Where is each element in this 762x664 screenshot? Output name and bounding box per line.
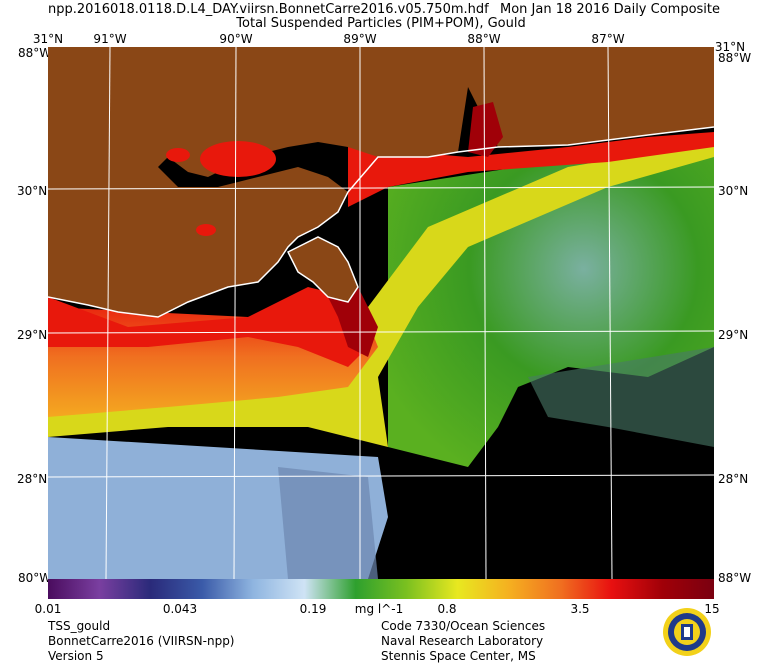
date-label: Mon Jan 18 2016 Daily Composite (500, 2, 721, 17)
filename-label: npp.2016018.0118.D.L4_DAY.viirsn.BonnetC… (48, 2, 489, 17)
coastline (48, 126, 714, 318)
tss-map[interactable] (48, 47, 714, 579)
lat-label-29-right: 29°N (718, 328, 749, 342)
lat-label-29-left: 29°N (17, 328, 48, 342)
red-water-nearshore (48, 287, 368, 367)
colorbar-tick-15: 15 (704, 602, 720, 616)
green-water-speckle (528, 347, 714, 447)
colorbar-tick-0.01: 0.01 (34, 602, 62, 616)
colorbar-tick-3.5: 3.5 (570, 602, 590, 616)
mobile-bay (468, 102, 503, 157)
clear-water-speckle (278, 467, 378, 579)
corner-label-bottom-right: 88°W (718, 571, 752, 585)
graticule (48, 47, 714, 579)
lake-pontchartrain (200, 141, 276, 177)
product-title: Total Suspended Particles (PIM+POM), Gou… (236, 16, 526, 31)
footer-location: Stennis Space Center, MS (381, 649, 536, 663)
lat-label-28-right: 28°N (718, 472, 749, 486)
delta-coastline (286, 236, 359, 303)
colorbar-units: mg l^-1 (354, 602, 404, 616)
corner-label-top-right: 88°W (718, 51, 752, 65)
footer-version: Version 5 (48, 649, 104, 663)
corner-label-bottom-left: 80°W (18, 571, 52, 585)
footer-code: Code 7330/Ocean Sciences (381, 619, 546, 633)
lon-label-91: 91°W (93, 32, 127, 46)
lake-small (196, 224, 216, 236)
lon-label-90: 90°W (219, 32, 253, 46)
colorbar-tick-0.8: 0.8 (437, 602, 457, 616)
lat-label-31-top-left: 31°N (32, 32, 64, 46)
lon-label-89: 89°W (343, 32, 377, 46)
lake-maurepas (166, 148, 190, 162)
delta-land (288, 237, 358, 302)
lon-label-88: 88°W (467, 32, 501, 46)
colorbar-tick-0.19: 0.19 (299, 602, 327, 616)
lon-label-87: 87°W (591, 32, 625, 46)
land (48, 47, 714, 317)
lat-label-31-top-right: 31°N (714, 40, 746, 54)
footer-region: BonnetCarre2016 (VIIRSN-npp) (48, 634, 235, 648)
lat-label-28-left: 28°N (17, 472, 48, 486)
colorbar (48, 579, 714, 599)
corner-label-top-left: 88°W (18, 46, 52, 60)
nrl-seal-logo (663, 608, 711, 656)
lat-label-30-right: 30°N (718, 184, 749, 198)
footer-lab: Naval Research Laboratory (381, 634, 544, 648)
colorbar-tick-0.043: 0.043 (162, 602, 198, 616)
lat-label-30-left: 30°N (17, 184, 48, 198)
footer-product-id: TSS_gould (48, 619, 111, 633)
red-water-coast (348, 132, 714, 207)
